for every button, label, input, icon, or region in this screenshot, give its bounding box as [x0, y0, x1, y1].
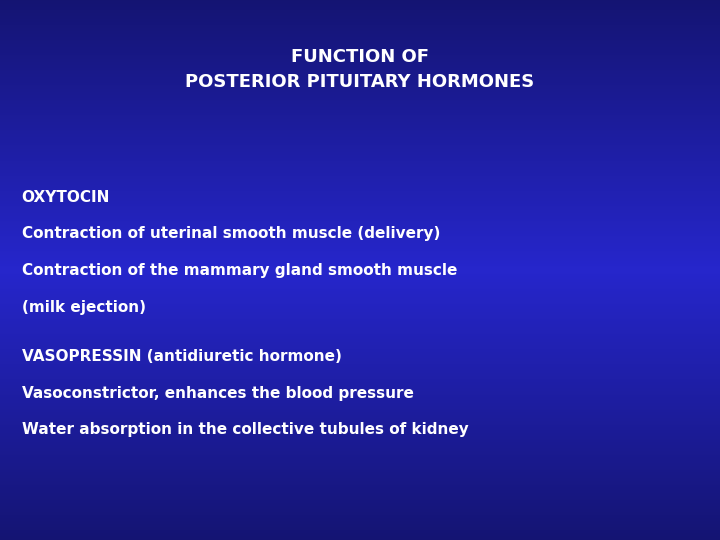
Text: OXYTOCIN: OXYTOCIN	[22, 190, 110, 205]
Text: POSTERIOR PITUITARY HORMONES: POSTERIOR PITUITARY HORMONES	[185, 73, 535, 91]
Text: Water absorption in the collective tubules of kidney: Water absorption in the collective tubul…	[22, 422, 468, 437]
Text: Contraction of the mammary gland smooth muscle: Contraction of the mammary gland smooth …	[22, 263, 457, 278]
Text: Contraction of uterinal smooth muscle (delivery): Contraction of uterinal smooth muscle (d…	[22, 226, 440, 241]
Text: (milk ejection): (milk ejection)	[22, 300, 145, 315]
Text: VASOPRESSIN (antidiuretic hormone): VASOPRESSIN (antidiuretic hormone)	[22, 349, 341, 364]
Text: Vasoconstrictor, enhances the blood pressure: Vasoconstrictor, enhances the blood pres…	[22, 386, 413, 401]
Text: FUNCTION OF: FUNCTION OF	[291, 48, 429, 66]
